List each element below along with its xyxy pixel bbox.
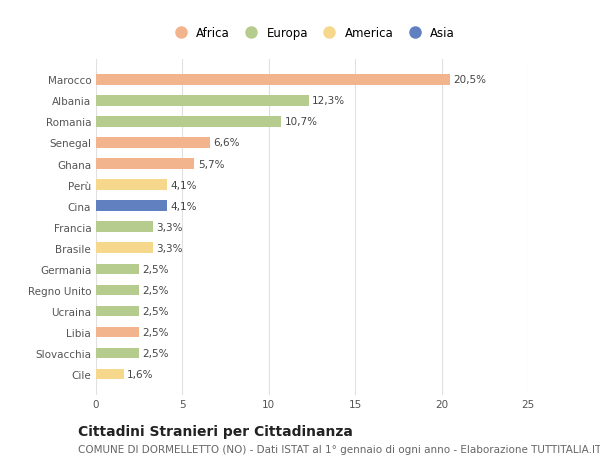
- Bar: [96, 201, 167, 212]
- Text: 6,6%: 6,6%: [214, 138, 240, 148]
- Text: 4,1%: 4,1%: [170, 201, 197, 211]
- Bar: [96, 285, 139, 296]
- Bar: [96, 222, 153, 232]
- Bar: [96, 96, 308, 106]
- Text: 1,6%: 1,6%: [127, 369, 154, 379]
- Bar: [96, 369, 124, 380]
- Text: 2,5%: 2,5%: [143, 306, 169, 316]
- Bar: [96, 327, 139, 337]
- Bar: [96, 117, 281, 128]
- Bar: [96, 180, 167, 190]
- Text: 2,5%: 2,5%: [143, 348, 169, 358]
- Bar: [96, 138, 210, 148]
- Text: 2,5%: 2,5%: [143, 285, 169, 295]
- Text: 2,5%: 2,5%: [143, 327, 169, 337]
- Bar: [96, 264, 139, 274]
- Text: 12,3%: 12,3%: [312, 96, 345, 106]
- Text: Cittadini Stranieri per Cittadinanza: Cittadini Stranieri per Cittadinanza: [78, 425, 353, 438]
- Bar: [96, 243, 153, 253]
- Text: 3,3%: 3,3%: [157, 243, 183, 253]
- Text: 5,7%: 5,7%: [198, 159, 224, 169]
- Text: 20,5%: 20,5%: [454, 75, 487, 85]
- Text: 3,3%: 3,3%: [157, 222, 183, 232]
- Text: COMUNE DI DORMELLETTO (NO) - Dati ISTAT al 1° gennaio di ogni anno - Elaborazion: COMUNE DI DORMELLETTO (NO) - Dati ISTAT …: [78, 444, 600, 454]
- Text: 2,5%: 2,5%: [143, 264, 169, 274]
- Bar: [96, 159, 194, 169]
- Bar: [96, 348, 139, 358]
- Text: 10,7%: 10,7%: [284, 117, 317, 127]
- Bar: [96, 306, 139, 317]
- Legend: Africa, Europa, America, Asia: Africa, Europa, America, Asia: [164, 22, 460, 45]
- Bar: [96, 75, 450, 85]
- Text: 4,1%: 4,1%: [170, 180, 197, 190]
